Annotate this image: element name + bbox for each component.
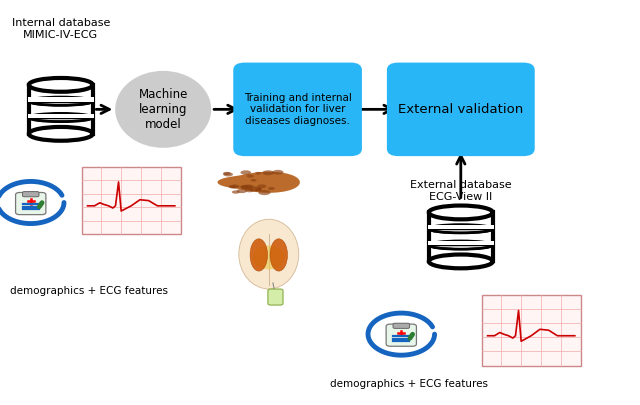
Ellipse shape — [228, 185, 237, 188]
Ellipse shape — [249, 186, 262, 192]
Ellipse shape — [272, 170, 284, 175]
Text: Machine
learning
model: Machine learning model — [138, 88, 188, 131]
Polygon shape — [428, 241, 494, 245]
Ellipse shape — [232, 190, 240, 194]
Polygon shape — [28, 113, 94, 118]
FancyBboxPatch shape — [393, 323, 410, 328]
Ellipse shape — [262, 170, 274, 175]
Ellipse shape — [115, 71, 211, 148]
Ellipse shape — [223, 172, 233, 177]
Text: Internal database
MIMIC-IV-ECG: Internal database MIMIC-IV-ECG — [12, 18, 110, 40]
FancyBboxPatch shape — [386, 324, 417, 346]
Ellipse shape — [230, 185, 240, 188]
Ellipse shape — [250, 239, 268, 271]
Ellipse shape — [259, 190, 271, 195]
Ellipse shape — [223, 172, 230, 175]
Ellipse shape — [429, 254, 493, 269]
Ellipse shape — [241, 185, 252, 190]
Ellipse shape — [256, 188, 262, 191]
Ellipse shape — [241, 170, 251, 175]
Polygon shape — [28, 97, 94, 102]
FancyBboxPatch shape — [481, 295, 581, 365]
Polygon shape — [429, 213, 493, 261]
FancyBboxPatch shape — [268, 289, 283, 305]
Text: External validation: External validation — [398, 103, 524, 116]
FancyBboxPatch shape — [234, 63, 362, 156]
Ellipse shape — [239, 219, 299, 289]
Ellipse shape — [29, 127, 93, 141]
Ellipse shape — [268, 187, 275, 190]
Ellipse shape — [237, 189, 247, 193]
Ellipse shape — [270, 239, 287, 271]
Polygon shape — [29, 85, 93, 134]
Text: demographics + ECG features: demographics + ECG features — [330, 379, 488, 389]
FancyBboxPatch shape — [15, 192, 46, 215]
Ellipse shape — [257, 184, 266, 188]
FancyBboxPatch shape — [387, 63, 534, 156]
Polygon shape — [428, 225, 494, 229]
Ellipse shape — [245, 188, 254, 192]
Ellipse shape — [247, 175, 254, 178]
Ellipse shape — [244, 185, 254, 189]
FancyBboxPatch shape — [82, 167, 180, 234]
Ellipse shape — [253, 245, 285, 269]
FancyBboxPatch shape — [22, 192, 39, 197]
Text: External database
ECG-View II: External database ECG-View II — [410, 180, 511, 202]
Ellipse shape — [255, 172, 262, 175]
Text: Training and internal
validation for liver
diseases diagnoses.: Training and internal validation for liv… — [244, 93, 351, 126]
Polygon shape — [218, 172, 300, 193]
Ellipse shape — [29, 78, 93, 92]
Ellipse shape — [255, 188, 262, 191]
Ellipse shape — [429, 206, 493, 220]
Text: demographics + ECG features: demographics + ECG features — [10, 286, 168, 296]
Ellipse shape — [251, 179, 257, 181]
Ellipse shape — [240, 185, 250, 189]
